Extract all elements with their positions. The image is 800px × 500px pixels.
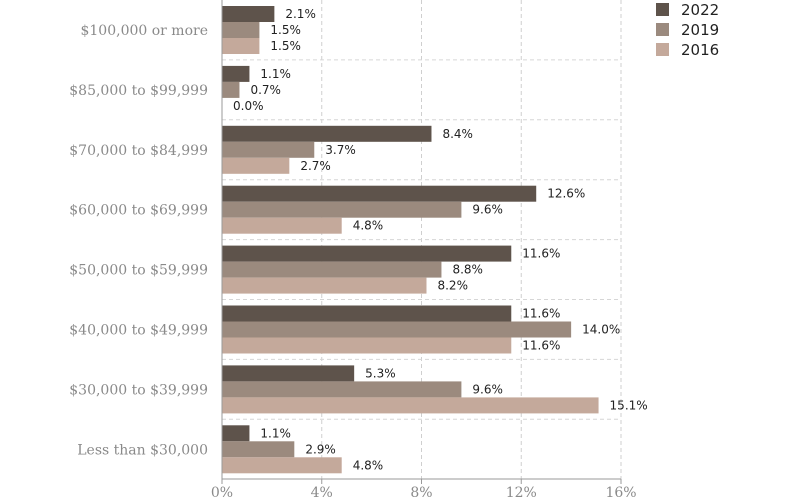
data-label-2016: 4.8% [353, 219, 384, 233]
bar-2022 [222, 245, 512, 262]
bar-2019 [222, 201, 462, 218]
data-label-2022: 12.6% [547, 187, 585, 201]
bar-2016 [222, 277, 427, 294]
category-label: $70,000 to $84,999 [69, 143, 208, 159]
x-axis: 0% 4% 8% 12% 16% [211, 0, 637, 500]
data-label-2016: 15.1% [610, 398, 648, 412]
data-label-2019: 1.5% [270, 23, 301, 37]
bar-2016 [222, 337, 512, 354]
bar-2022 [222, 65, 250, 82]
data-label-2016: 1.5% [270, 39, 301, 53]
legend-label-2022: 2022 [681, 1, 719, 19]
bar-2016 [222, 38, 260, 54]
bar-2022 [222, 365, 355, 382]
bar-2019 [222, 22, 260, 38]
bar-2022 [222, 185, 537, 202]
category-label: $100,000 or more [80, 23, 208, 39]
x-tick-label: 16% [605, 485, 636, 500]
legend-label-2016: 2016 [681, 41, 719, 59]
data-label-2016: 2.7% [300, 159, 331, 173]
bar-2019 [222, 141, 315, 158]
data-label-2019: 14.0% [582, 323, 620, 337]
grid [222, 0, 622, 479]
bar-2019 [222, 321, 572, 338]
data-label-2019: 9.6% [472, 382, 503, 396]
x-tick-label: 12% [506, 485, 537, 500]
labels: $100,000 or more 2.1% 1.5% 1.5% $85,000 to $… [69, 7, 647, 472]
bar-2019 [222, 261, 442, 278]
bar-2022 [222, 305, 512, 322]
bar-2016 [222, 217, 342, 234]
bar-2016 [222, 397, 599, 414]
data-label-2019: 3.7% [325, 143, 356, 157]
data-label-2019: 2.9% [305, 442, 336, 456]
bar-2022 [222, 125, 432, 142]
x-tick-label: 8% [410, 485, 432, 500]
data-label-2022: 1.1% [260, 426, 291, 440]
category-label: $50,000 to $59,999 [69, 263, 208, 279]
bar-2016 [222, 457, 342, 474]
category-label: $40,000 to $49,999 [69, 323, 208, 339]
legend-swatch-2016 [656, 43, 669, 56]
data-label-2016: 11.6% [522, 339, 560, 353]
data-label-2016: 8.2% [437, 279, 468, 293]
category-label: $60,000 to $69,999 [69, 203, 208, 219]
bar-2016 [222, 157, 290, 174]
data-label-2022: 11.6% [522, 247, 560, 261]
data-label-2022: 2.1% [285, 7, 316, 21]
legend: 2022 2019 2016 [656, 1, 719, 59]
x-tick-label: 4% [311, 485, 333, 500]
data-label-2022: 11.6% [522, 307, 560, 321]
data-label-2019: 0.7% [250, 83, 280, 97]
bar-2019 [222, 381, 462, 398]
data-label-2016: 4.8% [353, 458, 384, 472]
bar-2022 [222, 425, 250, 442]
data-label-2019: 9.6% [472, 203, 503, 217]
legend-swatch-2022 [656, 3, 669, 16]
data-label-2022: 5.3% [365, 366, 396, 380]
data-label-2019: 8.8% [452, 263, 483, 277]
x-tick-label: 0% [211, 485, 233, 500]
data-label-2016: 0.0% [233, 99, 264, 113]
data-label-2022: 1.1% [260, 67, 291, 81]
bar-2019 [222, 81, 240, 98]
category-label: $30,000 to $39,999 [69, 382, 208, 398]
legend-label-2019: 2019 [681, 21, 719, 39]
bars [222, 6, 599, 474]
data-label-2022: 8.4% [442, 127, 473, 141]
category-label: $85,000 to $99,999 [69, 83, 208, 99]
bar-2022 [222, 6, 275, 22]
bar-2019 [222, 441, 295, 458]
legend-swatch-2019 [656, 23, 669, 36]
category-label: Less than $30,000 [77, 442, 208, 458]
